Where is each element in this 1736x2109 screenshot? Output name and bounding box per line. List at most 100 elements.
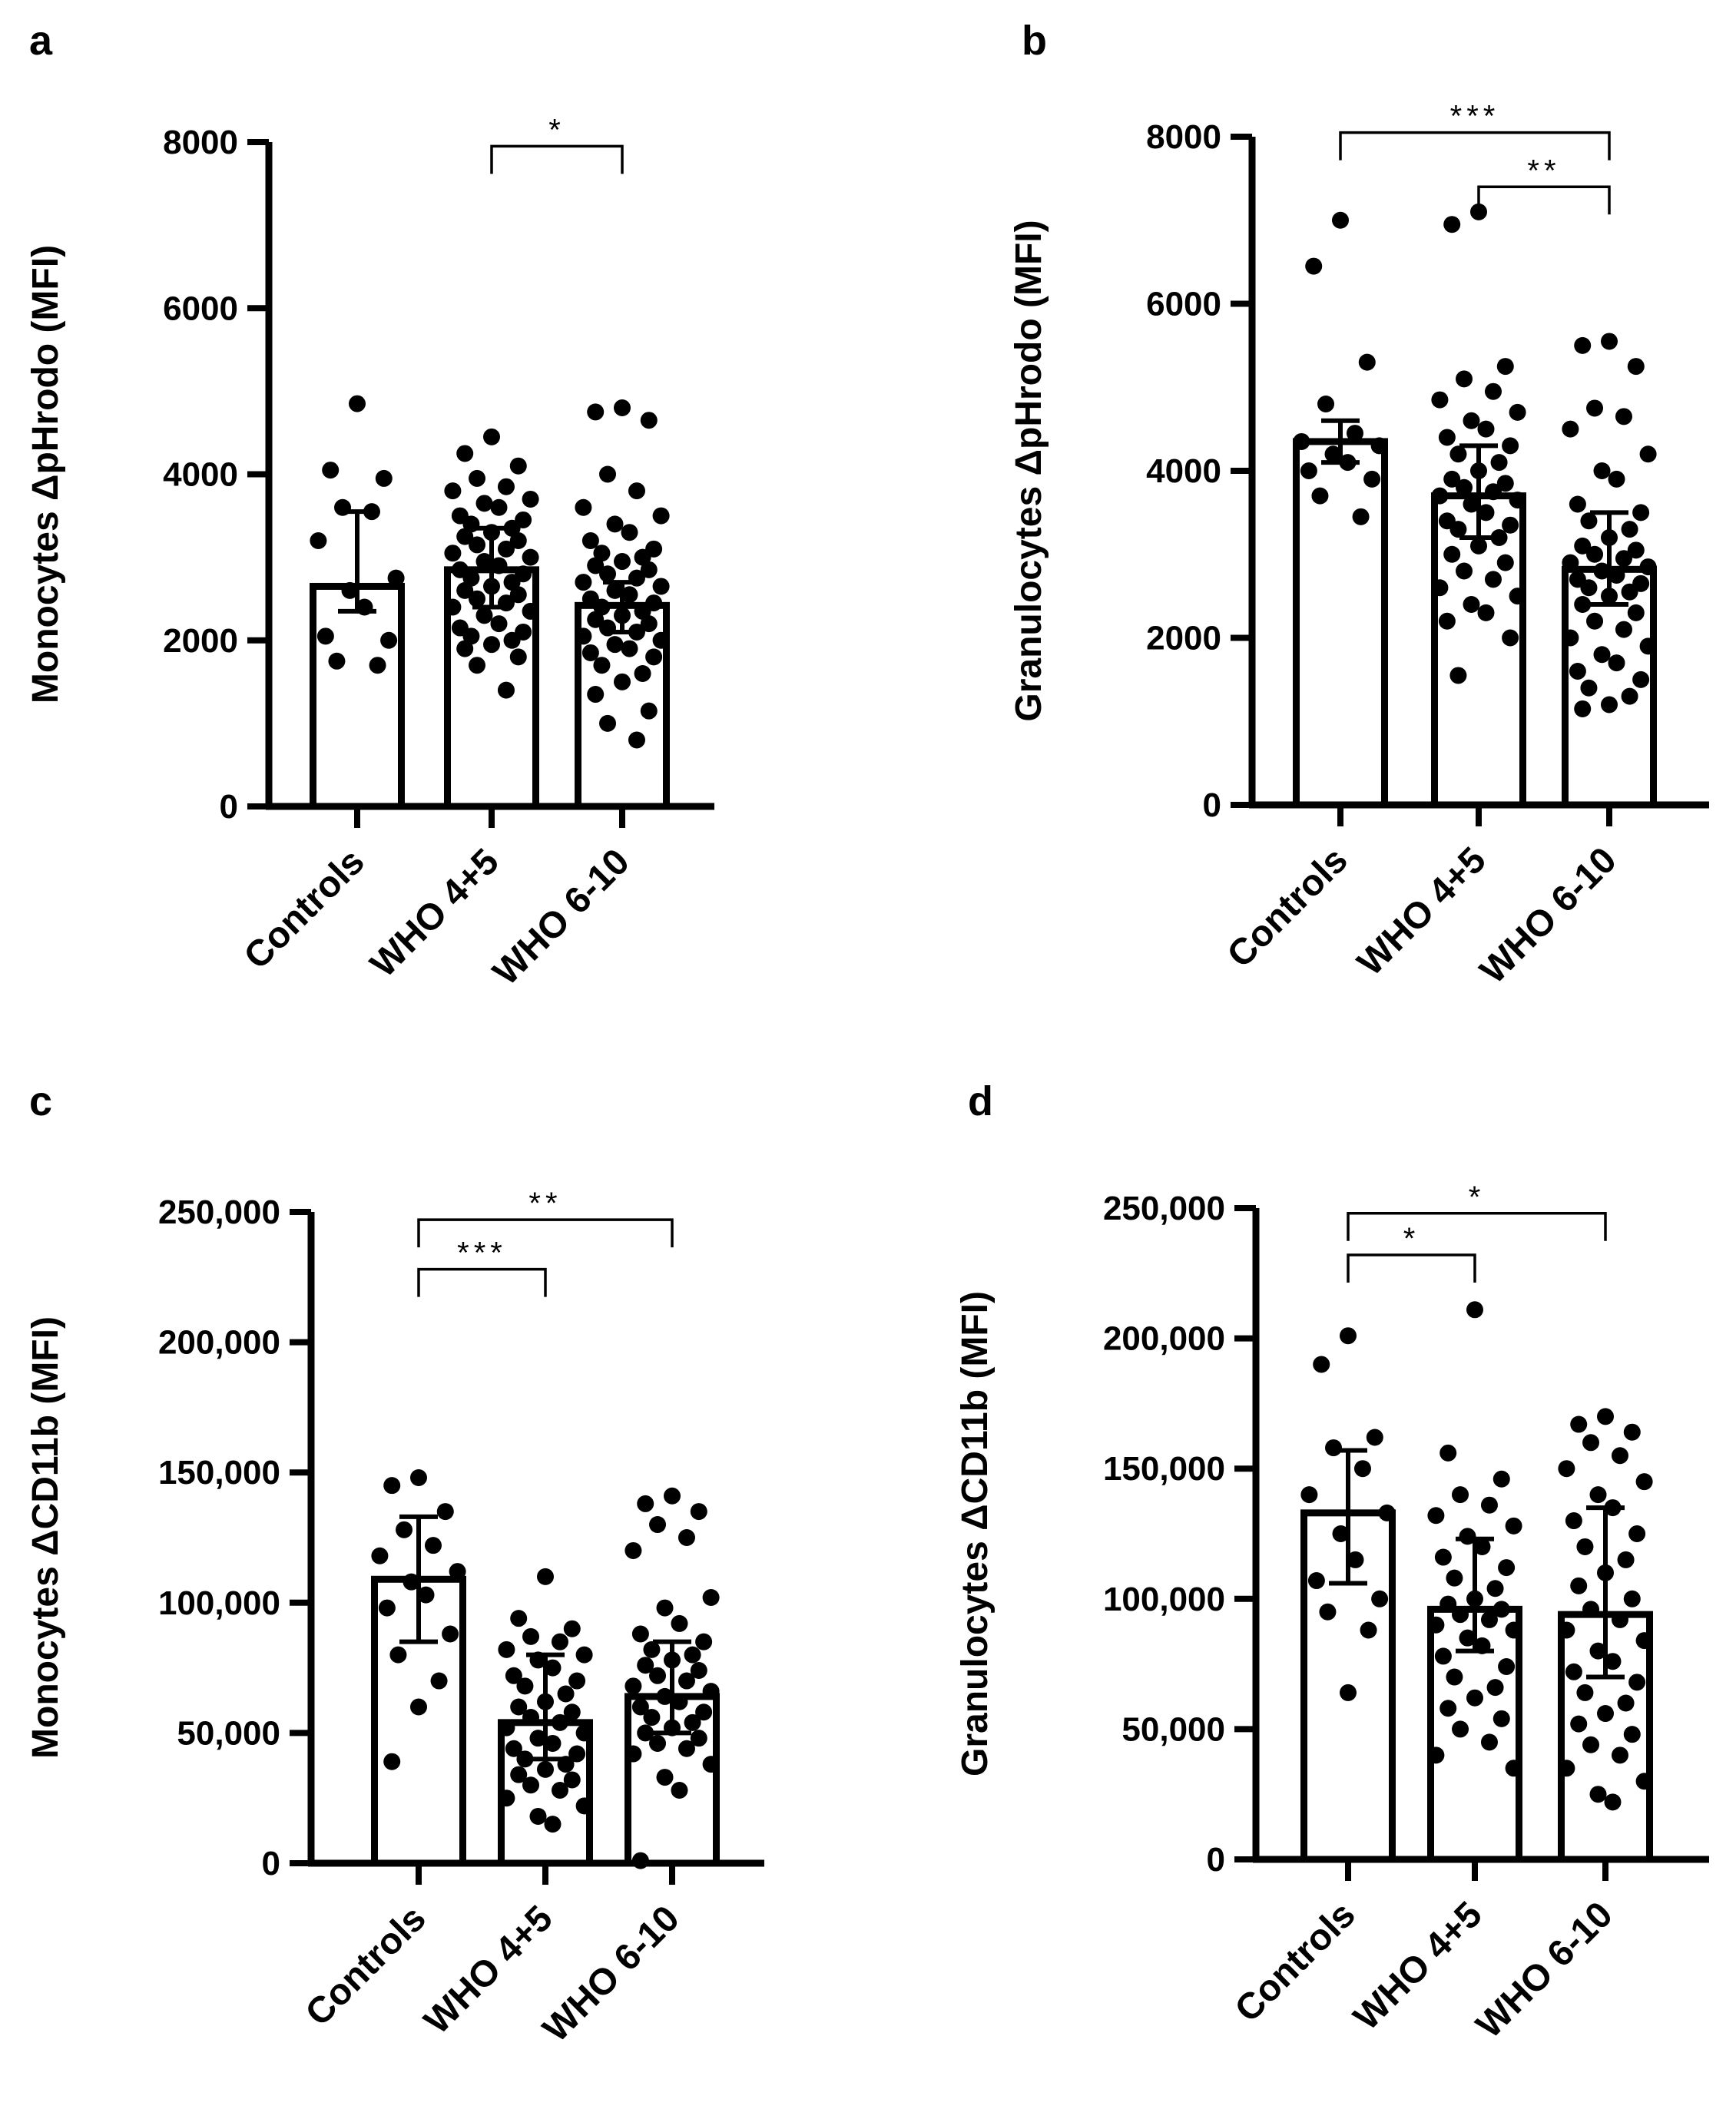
data-point — [1439, 1595, 1457, 1613]
y-tick-label: 150,000 — [158, 1454, 280, 1492]
data-point — [1446, 1569, 1463, 1587]
data-point — [690, 1661, 707, 1679]
data-point — [575, 1724, 593, 1742]
data-point — [649, 1667, 667, 1684]
data-point — [483, 428, 500, 445]
data-point — [424, 1537, 442, 1554]
data-point — [624, 1745, 642, 1763]
y-axis-label: Monocytes ΔpHrodo (MFI) — [25, 245, 66, 704]
data-point — [551, 1782, 568, 1799]
data-point — [551, 1713, 568, 1731]
data-point — [371, 1547, 389, 1564]
chart-d: 0 50,000 100,000 150,000 200,000 250,000 Granu… — [955, 1180, 1709, 2046]
data-point — [575, 574, 592, 591]
data-point — [624, 1677, 642, 1695]
data-point — [1486, 1679, 1504, 1697]
data-point — [449, 1563, 466, 1581]
data-point — [1505, 1621, 1522, 1639]
data-point — [436, 1503, 454, 1521]
y-tick-label: 0 — [220, 788, 238, 826]
chart-b: 0 2000 4000 6000 8000 Granulocytes ΔpHrodo (M… — [1009, 100, 1709, 992]
data-point — [1597, 1705, 1614, 1723]
data-point — [456, 445, 474, 462]
data-point — [1353, 1460, 1371, 1478]
data-point — [1470, 537, 1487, 555]
data-point — [1621, 583, 1638, 601]
data-point — [444, 598, 462, 616]
data-point — [383, 1477, 401, 1495]
data-point — [1456, 370, 1473, 388]
data-point — [509, 648, 527, 666]
data-point — [1319, 1603, 1337, 1621]
data-point — [1580, 579, 1598, 597]
significance-label: * — [548, 113, 565, 147]
data-point — [469, 657, 486, 674]
data-point — [456, 581, 474, 599]
data-point — [652, 507, 670, 525]
data-point — [497, 540, 515, 558]
data-point — [544, 1734, 562, 1752]
panel-label: a — [29, 18, 53, 64]
data-point — [1363, 470, 1381, 488]
data-point — [503, 631, 521, 649]
data-point — [1325, 1439, 1343, 1457]
data-point — [568, 1745, 586, 1763]
data-point — [1427, 1507, 1445, 1525]
significance-label: *** — [1450, 100, 1500, 134]
data-point — [656, 1769, 674, 1786]
data-point — [1558, 1621, 1575, 1639]
data-point — [637, 1495, 654, 1512]
data-point — [349, 395, 366, 412]
data-point — [410, 1468, 427, 1486]
y-tick-label: 2000 — [163, 622, 238, 660]
data-point — [624, 1541, 642, 1559]
significance-bracket — [1347, 1253, 1476, 1283]
y-tick-label: 50,000 — [1121, 1710, 1225, 1748]
data-point — [684, 1646, 701, 1664]
significance-label: ** — [528, 1187, 562, 1220]
data-point — [522, 1776, 540, 1794]
data-point — [510, 1698, 528, 1716]
data-point — [593, 545, 611, 562]
panel-a: a 0 2000 4000 6000 8000 Monocytes ΔpHrodo (MF… — [0, 0, 868, 1054]
data-point — [389, 1646, 407, 1664]
data-point — [1639, 445, 1657, 463]
data-point — [1434, 1548, 1452, 1566]
data-point — [1574, 700, 1592, 717]
data-point — [1569, 495, 1586, 513]
data-point — [1456, 478, 1473, 496]
data-point — [430, 1672, 448, 1690]
data-point — [563, 1703, 581, 1721]
data-point — [656, 1687, 674, 1705]
data-point — [1576, 1684, 1594, 1701]
data-point — [671, 1782, 688, 1799]
data-point — [403, 1573, 420, 1591]
data-point — [1490, 529, 1508, 546]
data-point — [1443, 545, 1461, 563]
data-point — [544, 1659, 562, 1677]
data-point — [417, 1586, 435, 1604]
data-point — [581, 532, 599, 549]
data-point — [1443, 470, 1461, 488]
data-point — [1452, 1606, 1469, 1624]
data-point — [614, 553, 631, 571]
data-point — [383, 1753, 401, 1770]
data-point — [568, 1672, 586, 1690]
data-point — [1480, 1733, 1498, 1751]
panel-d: d 0 50,000 100,000 150,000 200,000 250,000 Gra… — [868, 1054, 1736, 2109]
x-tick-label: WHO 6-10 — [485, 841, 638, 993]
data-point — [1565, 1512, 1582, 1530]
data-point — [1593, 462, 1611, 479]
data-point — [606, 515, 624, 533]
data-point — [631, 1625, 649, 1643]
data-point — [637, 1657, 654, 1674]
data-point — [593, 657, 611, 674]
data-point — [544, 1816, 562, 1833]
data-point — [469, 590, 486, 608]
data-point — [1565, 1663, 1582, 1680]
data-point — [462, 627, 480, 645]
data-point — [1456, 562, 1473, 580]
data-point — [369, 657, 386, 674]
data-point — [529, 1730, 547, 1747]
data-point — [1340, 1327, 1357, 1345]
